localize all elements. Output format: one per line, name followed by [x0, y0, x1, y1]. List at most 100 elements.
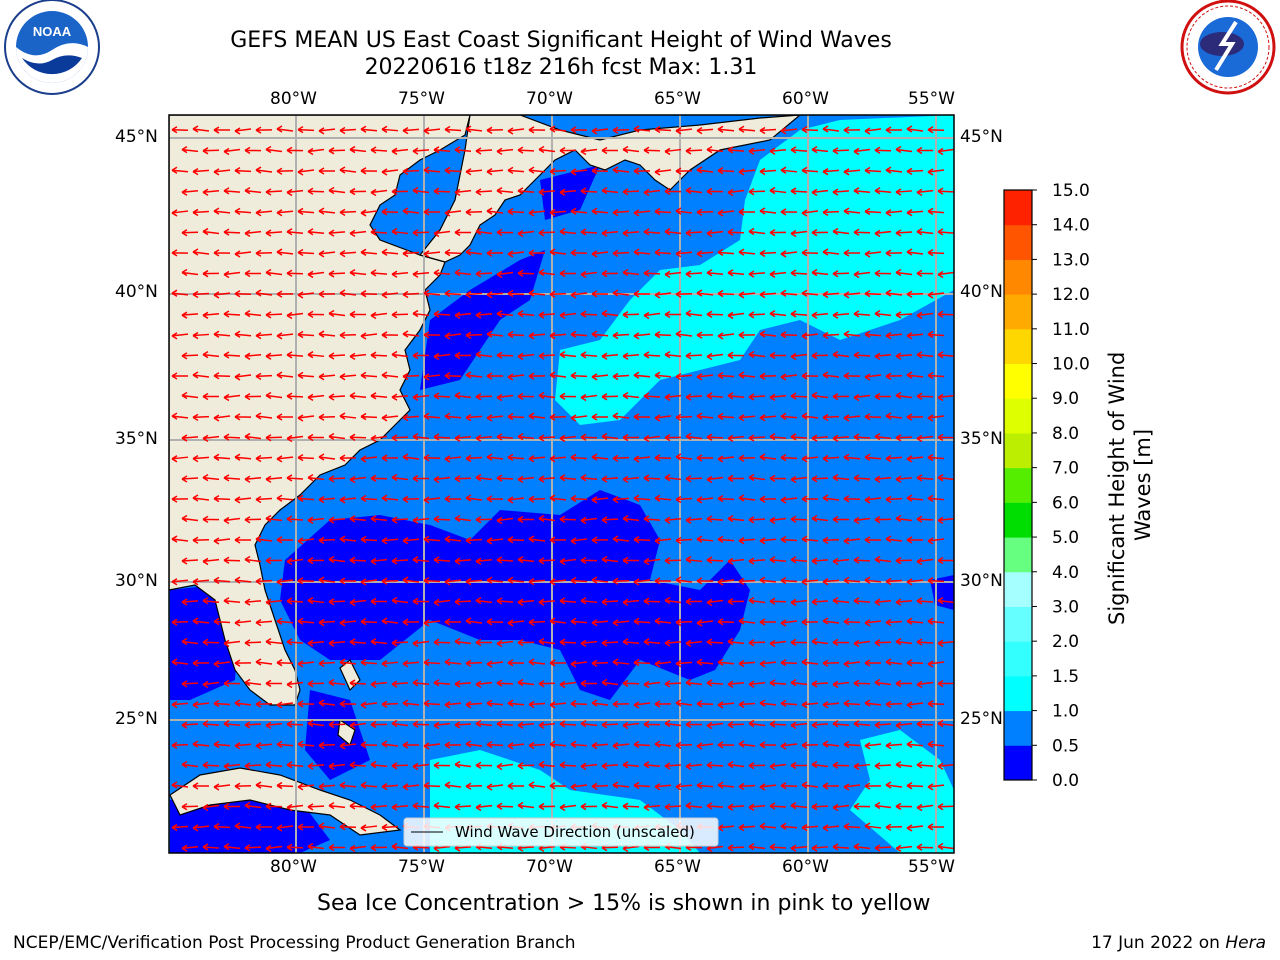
- wind-wave-arrow: [318, 659, 336, 668]
- wind-wave-arrow: [234, 536, 252, 544]
- wind-wave-arrow: [927, 617, 945, 625]
- wind-wave-arrow: [213, 576, 231, 585]
- wind-wave-arrow: [202, 761, 220, 769]
- title-line-2: 20220616 t18z 216h fcst Max: 1.31: [364, 55, 758, 80]
- wind-wave-arrow: [685, 516, 703, 524]
- colorbar-bin: [1004, 606, 1032, 642]
- wind-wave-arrow: [790, 556, 808, 564]
- wind-wave-arrow: [517, 187, 535, 195]
- wind-wave-arrows: [171, 125, 954, 853]
- wind-wave-arrow: [370, 188, 388, 197]
- wind-wave-arrow: [496, 762, 514, 771]
- wind-wave-arrow: [454, 188, 472, 197]
- wind-wave-arrow: [360, 332, 378, 340]
- wind-wave-arrow: [790, 229, 808, 238]
- wind-wave-arrow: [507, 742, 525, 750]
- wind-wave-arrow: [549, 248, 567, 256]
- wind-wave-arrow: [391, 762, 409, 770]
- wind-wave-arrow: [748, 516, 766, 524]
- wind-wave-arrow: [423, 619, 441, 627]
- wind-wave-arrow: [612, 166, 630, 174]
- wind-wave-arrow: [318, 330, 336, 338]
- wind-wave-arrow: [654, 494, 672, 502]
- wind-wave-arrow: [391, 227, 409, 236]
- wind-wave-arrow: [465, 248, 483, 256]
- wind-wave-arrow: [738, 208, 756, 216]
- wind-wave-arrow: [927, 291, 945, 299]
- wind-wave-arrow: [286, 843, 304, 851]
- wind-wave-arrow: [538, 229, 556, 237]
- wind-wave-arrow: [370, 557, 388, 566]
- wind-wave-arrow: [559, 803, 577, 812]
- wind-wave-arrow: [801, 658, 819, 666]
- wind-wave-arrow: [832, 350, 850, 359]
- wind-wave-arrow: [423, 535, 441, 544]
- wind-wave-arrow: [832, 147, 850, 155]
- wind-wave-arrow: [486, 783, 504, 791]
- wind-wave-arrow: [465, 371, 483, 379]
- wind-wave-arrow: [601, 598, 619, 606]
- wind-wave-arrow: [811, 803, 829, 811]
- wind-wave-arrow: [580, 147, 598, 156]
- wind-wave-arrow: [339, 658, 357, 666]
- colorbar-bin: [1004, 537, 1032, 573]
- wind-wave-arrow: [822, 168, 840, 176]
- wind-wave-arrow: [769, 433, 787, 441]
- wind-wave-arrow: [580, 802, 598, 811]
- wind-wave-arrow: [360, 741, 378, 749]
- wind-wave-arrow: [706, 269, 724, 277]
- wind-wave-arrow: [696, 166, 714, 174]
- wind-wave-arrow: [276, 824, 294, 832]
- wind-wave-arrow: [916, 597, 934, 605]
- wind-wave-arrow: [328, 270, 346, 278]
- wind-wave-arrow: [885, 249, 903, 257]
- wind-wave-arrow: [444, 289, 462, 297]
- wind-wave-arrow: [444, 578, 462, 586]
- colorbar-label: Significant Height of Wind Waves [m]: [1105, 345, 1155, 625]
- wind-wave-arrow: [811, 557, 829, 565]
- wind-wave-arrow: [234, 699, 252, 707]
- wind-wave-arrow: [801, 209, 819, 217]
- wind-wave-arrow: [307, 762, 325, 770]
- wind-wave-arrow: [591, 127, 609, 135]
- wind-wave-arrow: [265, 679, 283, 688]
- wind-wave-arrow: [685, 555, 703, 564]
- wind-wave-arrow: [906, 413, 924, 421]
- wind-wave-arrow: [622, 352, 640, 360]
- wind-wave-arrow: [738, 331, 756, 339]
- wind-wave-arrow: [580, 597, 598, 605]
- wind-wave-arrow: [318, 822, 336, 830]
- wind-wave-arrow: [727, 474, 745, 483]
- wind-wave-arrow: [528, 372, 546, 380]
- wind-wave-arrow: [780, 373, 798, 381]
- wind-wave-arrow: [633, 371, 651, 379]
- wind-wave-arrow: [328, 678, 346, 687]
- wind-wave-arrow: [906, 125, 924, 133]
- wind-wave-arrow: [475, 803, 493, 812]
- wind-wave-arrow: [570, 372, 588, 380]
- wind-wave-arrow: [822, 290, 840, 299]
- wind-wave-arrow: [507, 330, 525, 339]
- wind-wave-arrow: [549, 125, 567, 133]
- wind-wave-arrow: [769, 556, 787, 564]
- wind-wave-arrow: [853, 556, 871, 564]
- wind-wave-arrow: [885, 535, 903, 543]
- wind-wave-arrow: [685, 678, 703, 687]
- wind-wave-arrow: [580, 310, 598, 318]
- wind-wave-arrow: [192, 782, 210, 790]
- wind-wave-arrow: [328, 720, 346, 729]
- wind-wave-arrow: [297, 537, 315, 545]
- wind-wave-arrow: [433, 310, 451, 318]
- wind-wave-arrow: [570, 537, 588, 545]
- wind-wave-arrow: [696, 373, 714, 381]
- wind-wave-arrow: [748, 350, 766, 359]
- wind-wave-arrow: [664, 310, 682, 319]
- wind-wave-arrow: [591, 659, 609, 667]
- wind-wave-arrow: [475, 270, 493, 278]
- wind-wave-arrow: [832, 680, 850, 689]
- wind-wave-arrow: [706, 310, 724, 318]
- wind-wave-arrow: [580, 762, 598, 770]
- wind-wave-arrow: [517, 475, 535, 484]
- wind-wave-arrow: [486, 660, 504, 668]
- wind-wave-arrow: [591, 619, 609, 627]
